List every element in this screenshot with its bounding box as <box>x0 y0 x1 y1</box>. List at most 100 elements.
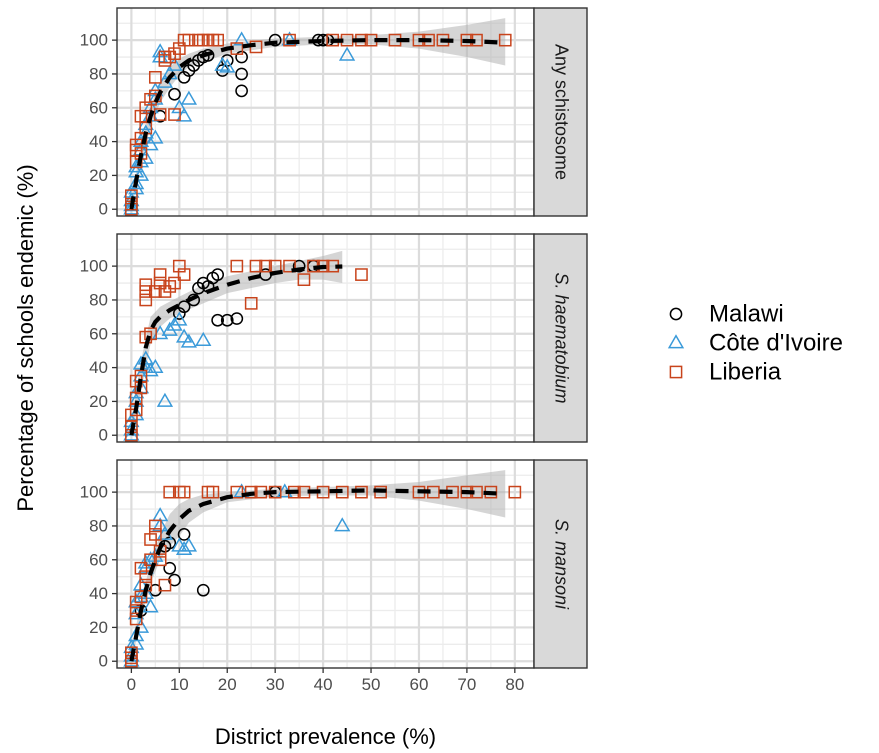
data-point <box>137 584 154 600</box>
data-point <box>508 485 522 499</box>
y-tick-label: 40 <box>89 132 108 151</box>
legend-label: Liberia <box>709 359 782 386</box>
data-point <box>334 517 351 532</box>
data-point <box>180 333 198 348</box>
data-point <box>355 268 368 281</box>
data-point <box>139 278 153 292</box>
data-point <box>338 46 356 61</box>
data-point <box>244 485 258 499</box>
data-point <box>132 166 150 181</box>
y-tick-label: 20 <box>89 166 108 185</box>
y-tick-label: 0 <box>99 426 108 445</box>
facet-strip-label: S. haematobium <box>552 272 572 403</box>
data-point <box>137 115 154 131</box>
data-point <box>230 312 244 325</box>
data-point <box>123 197 140 212</box>
fitted-curve <box>129 488 506 662</box>
data-point <box>158 578 172 592</box>
x-tick-label: 60 <box>410 675 429 694</box>
legend-key <box>669 307 683 321</box>
data-point <box>281 31 298 46</box>
data-point <box>137 559 154 574</box>
legend-item-3: Liberia <box>669 359 782 386</box>
y-axis-title: Percentage of schools endemic (%) <box>13 164 38 511</box>
data-point <box>148 519 162 533</box>
data-point <box>268 33 282 47</box>
data-point <box>153 553 167 567</box>
data-point <box>147 358 164 374</box>
data-point <box>128 406 145 421</box>
data-point <box>132 618 150 633</box>
data-point <box>220 313 234 327</box>
legend-item-2: Côte d'Ivoire <box>667 330 843 357</box>
data-point <box>175 540 193 556</box>
facet-strip <box>533 7 588 217</box>
y-tick-label: 100 <box>80 257 108 276</box>
data-point <box>219 58 236 73</box>
data-point <box>230 259 244 273</box>
y-tick-label: 60 <box>89 550 108 569</box>
data-point <box>148 528 162 541</box>
data-point <box>128 175 145 190</box>
data-point <box>129 612 143 626</box>
series-malawi <box>172 259 320 327</box>
data-point <box>171 311 188 326</box>
data-point <box>206 485 220 499</box>
data-point <box>214 56 231 71</box>
data-point <box>153 276 167 290</box>
data-point <box>139 285 153 298</box>
data-point <box>177 528 191 541</box>
data-point <box>156 392 174 407</box>
data-point <box>128 627 145 642</box>
data-point <box>168 108 181 121</box>
data-point <box>144 327 157 341</box>
data-point <box>180 537 198 552</box>
y-tick-label: 0 <box>99 652 108 671</box>
series-liberia <box>125 33 512 216</box>
data-point <box>172 42 186 55</box>
data-point <box>195 331 212 346</box>
data-point <box>129 138 143 152</box>
data-point <box>283 259 296 273</box>
data-point <box>148 285 162 298</box>
x-tick-label: 10 <box>170 675 189 694</box>
data-point <box>177 268 191 281</box>
data-point <box>139 570 153 584</box>
data-point <box>175 328 193 343</box>
legend-key <box>667 334 685 349</box>
y-tick-label: 60 <box>89 98 108 117</box>
data-point <box>163 536 177 550</box>
data-point <box>142 598 159 613</box>
facet-panel-2: S. haematobium 0 20 40 60 80 100 <box>80 233 588 445</box>
data-point <box>147 129 164 144</box>
data-point <box>163 50 177 64</box>
facet-strip-label: S. mansoni <box>552 519 572 610</box>
data-point <box>128 593 145 608</box>
x-tick-label: 20 <box>218 675 237 694</box>
data-point <box>123 426 140 441</box>
y-tick-label: 40 <box>89 584 108 603</box>
data-point <box>233 31 250 46</box>
data-point <box>249 259 263 273</box>
data-point <box>235 67 248 81</box>
y-tick-label: 100 <box>80 483 108 502</box>
x-axis-ticks: 0 10 20 30 40 50 60 70 80 <box>127 668 524 694</box>
data-point <box>172 259 186 273</box>
facet-panel-1: Any schistosome 0 20 40 60 80 100 <box>80 7 588 219</box>
legend-label: Côte d'Ivoire <box>709 330 843 357</box>
fitted-curve <box>129 38 506 210</box>
data-point <box>153 268 167 281</box>
data-point <box>297 273 311 287</box>
x-axis-title: District prevalence (%) <box>215 724 436 749</box>
data-point <box>196 583 210 597</box>
x-tick-label: 70 <box>457 675 476 694</box>
data-point <box>128 180 145 195</box>
data-point <box>211 268 225 281</box>
facet-strip <box>533 233 588 443</box>
data-point <box>163 280 177 293</box>
data-point <box>177 485 191 499</box>
data-point <box>132 153 150 168</box>
x-tick-label: 80 <box>505 675 524 694</box>
